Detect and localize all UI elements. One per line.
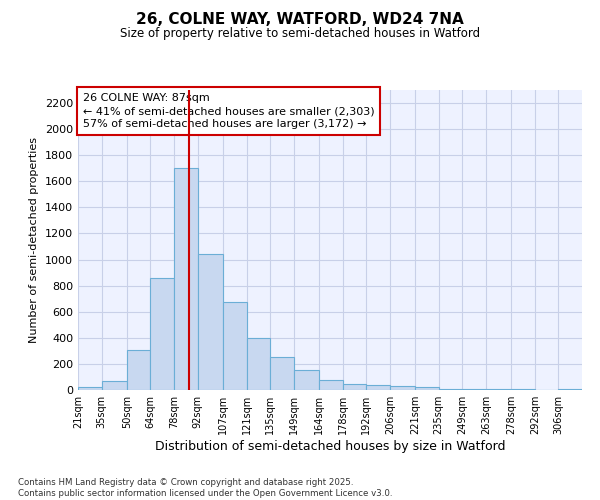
Y-axis label: Number of semi-detached properties: Number of semi-detached properties — [29, 137, 40, 343]
Bar — [559, 388, 582, 390]
Bar — [343, 384, 366, 390]
Bar — [294, 370, 319, 390]
Bar — [197, 254, 223, 390]
Bar — [390, 386, 415, 390]
X-axis label: Distribution of semi-detached houses by size in Watford: Distribution of semi-detached houses by … — [155, 440, 505, 453]
Bar — [174, 168, 197, 390]
Text: 26 COLNE WAY: 87sqm
← 41% of semi-detached houses are smaller (2,303)
57% of sem: 26 COLNE WAY: 87sqm ← 41% of semi-detach… — [83, 93, 374, 130]
Bar — [270, 358, 294, 390]
Bar — [247, 338, 270, 390]
Bar — [319, 380, 343, 390]
Bar — [223, 302, 247, 390]
Bar — [78, 388, 101, 390]
Bar — [415, 388, 439, 390]
Bar — [366, 386, 390, 390]
Text: Contains HM Land Registry data © Crown copyright and database right 2025.
Contai: Contains HM Land Registry data © Crown c… — [18, 478, 392, 498]
Text: Size of property relative to semi-detached houses in Watford: Size of property relative to semi-detach… — [120, 28, 480, 40]
Text: 26, COLNE WAY, WATFORD, WD24 7NA: 26, COLNE WAY, WATFORD, WD24 7NA — [136, 12, 464, 28]
Bar — [127, 350, 151, 390]
Bar — [101, 381, 127, 390]
Bar — [151, 278, 174, 390]
